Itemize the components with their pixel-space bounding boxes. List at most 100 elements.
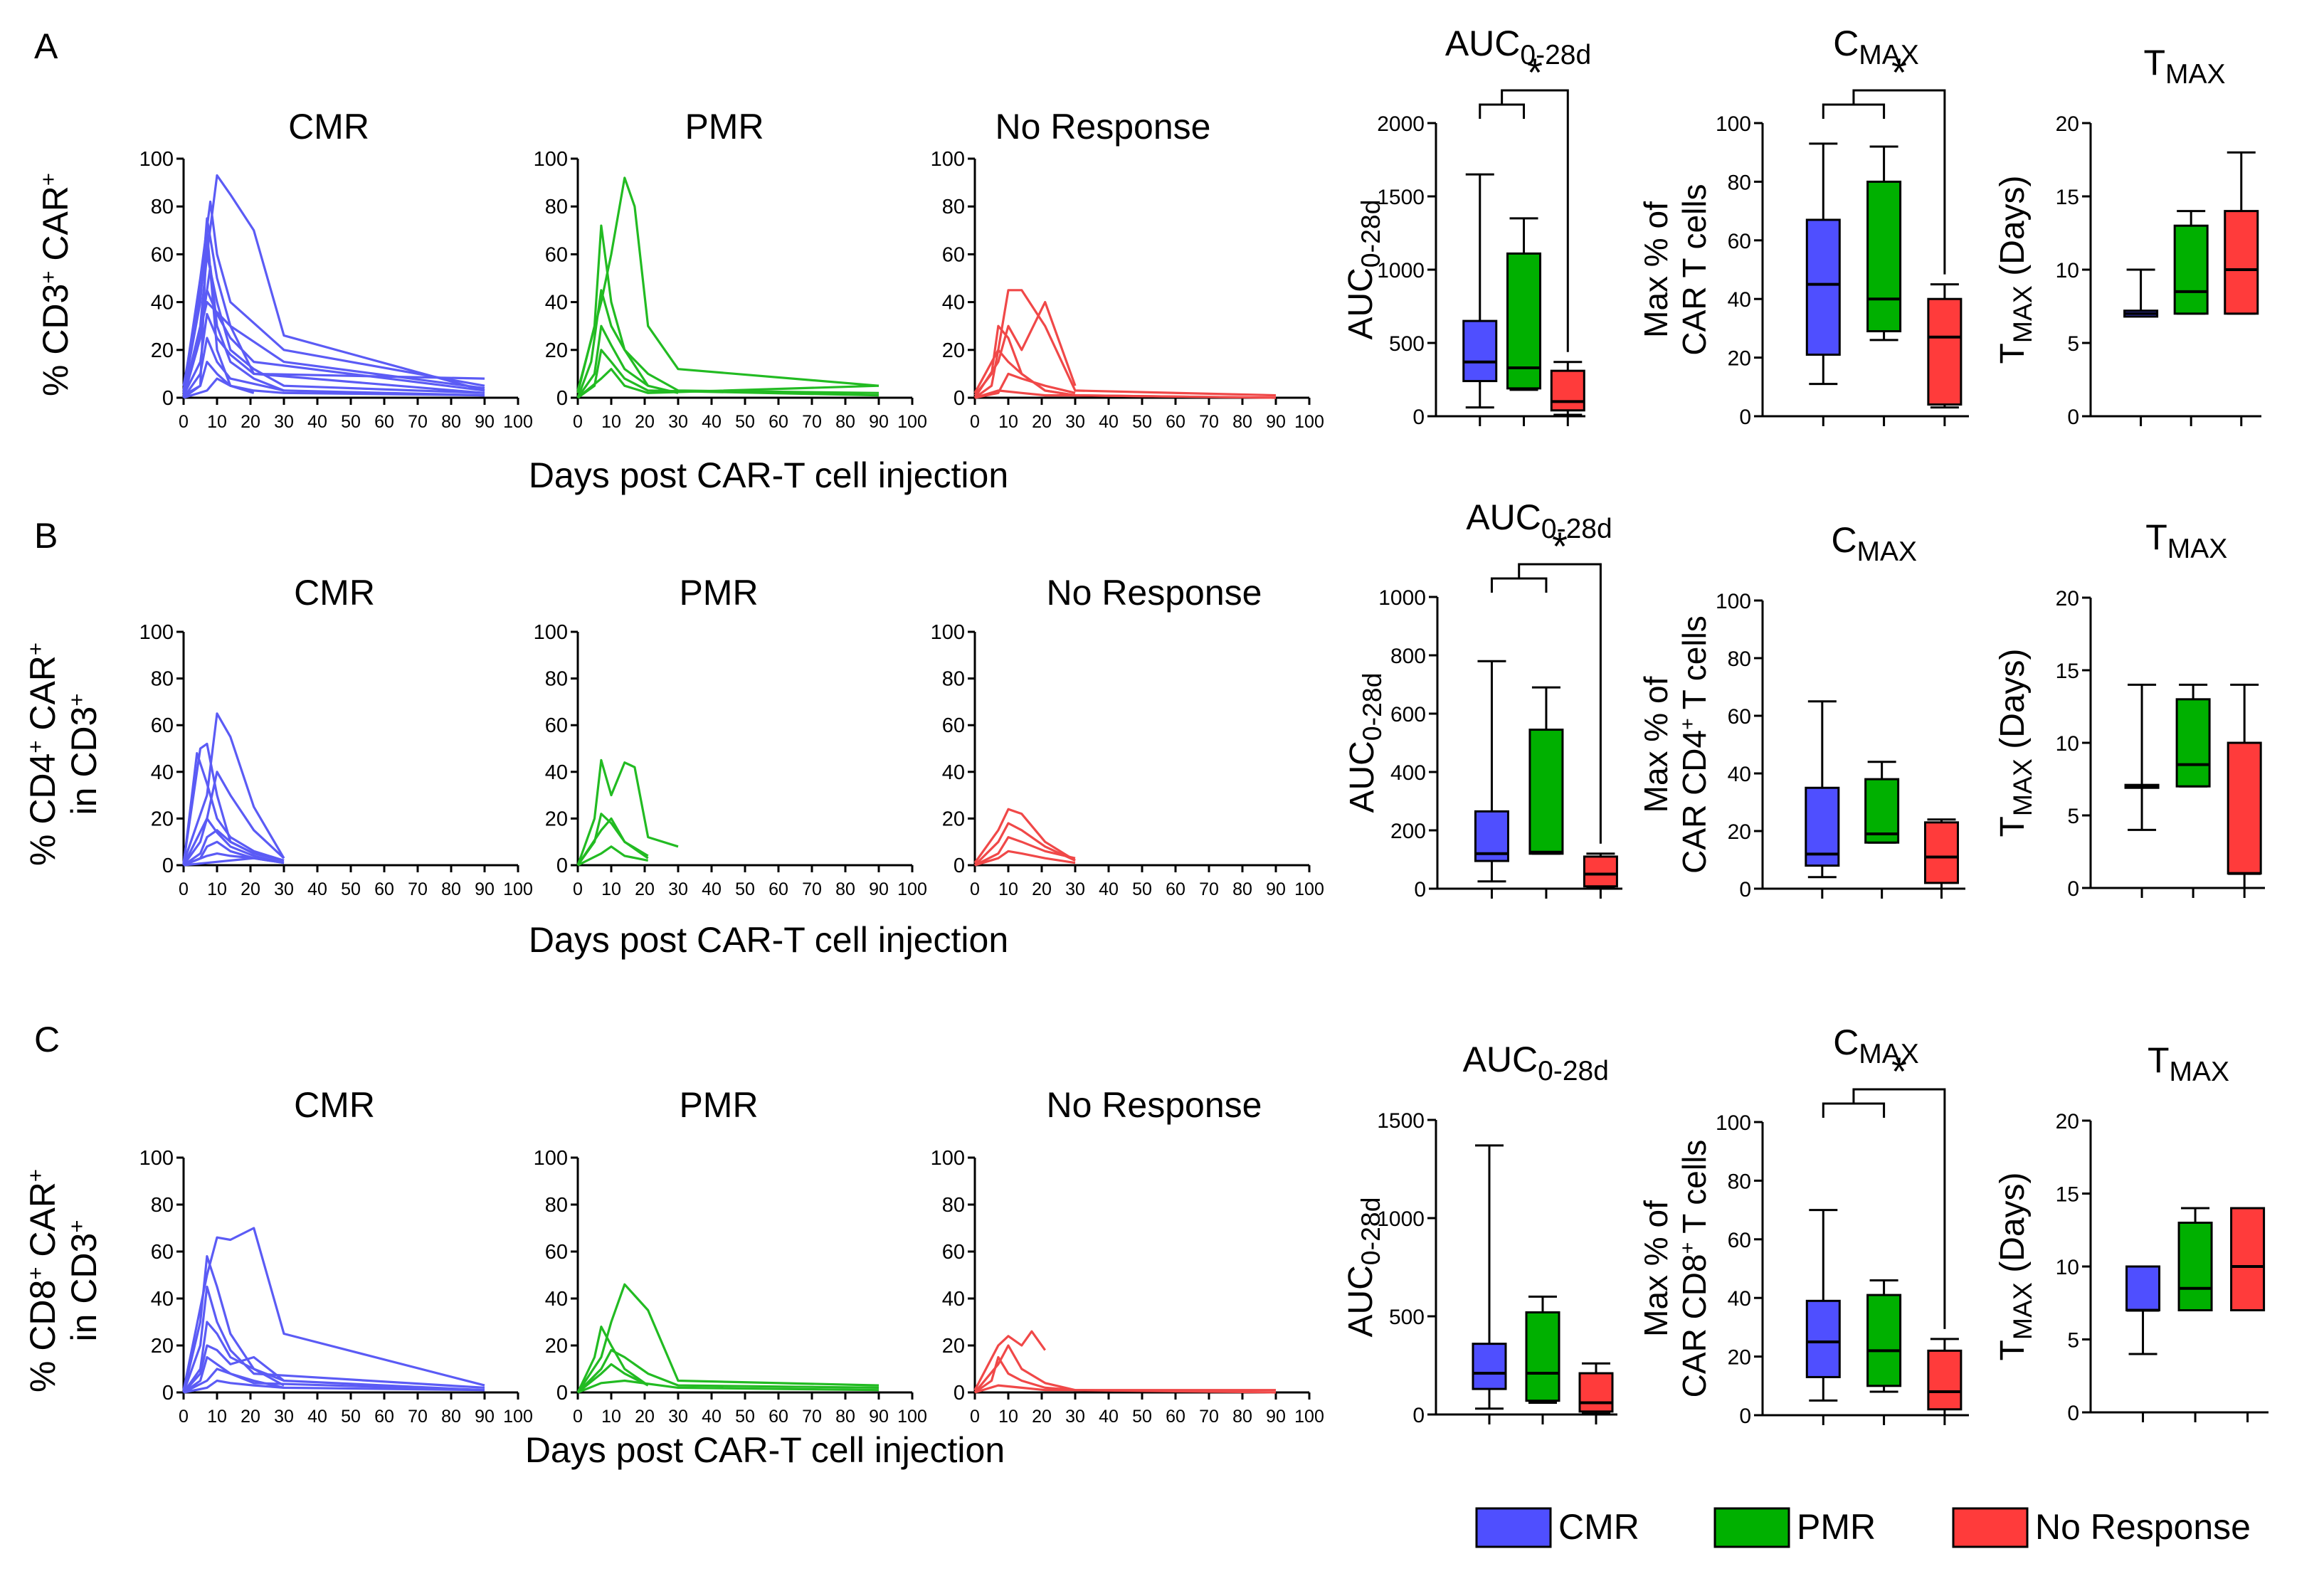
y-tick-label: 20 bbox=[545, 339, 568, 362]
y-tick-label: 20 bbox=[942, 1335, 965, 1358]
series-line-3 bbox=[576, 1363, 649, 1394]
series-line-2 bbox=[973, 301, 1077, 398]
y-tick-label: 20 bbox=[1728, 1346, 1751, 1370]
x-tick-label: 20 bbox=[241, 412, 260, 432]
chart-c-12: 0 20 40 60 80 100 0 10 20 30 40 50 60 70 80 90 100 % CD8+… bbox=[23, 1147, 533, 1427]
x-tick-label: 50 bbox=[735, 412, 755, 432]
x-tick-label: 40 bbox=[307, 412, 327, 432]
x-tick-label: 60 bbox=[374, 412, 394, 432]
y-tick-label: 10 bbox=[2056, 1256, 2079, 1279]
box-pmr bbox=[1864, 778, 1900, 844]
series-line-7 bbox=[183, 1379, 485, 1394]
series-line-5 bbox=[576, 368, 880, 399]
box-pmr bbox=[2175, 698, 2211, 788]
sig-bracket-right bbox=[1852, 89, 1946, 275]
box-pmr bbox=[1525, 1311, 1560, 1402]
series-line-0 bbox=[973, 808, 1076, 864]
series-line-10 bbox=[182, 301, 485, 398]
series-line-0 bbox=[973, 1330, 1047, 1391]
series-line-3 bbox=[974, 349, 1277, 399]
box-noresponse bbox=[1550, 369, 1585, 412]
y-axis-label: AUC0-28d bbox=[1343, 672, 1387, 813]
box-cmr bbox=[2125, 1265, 2161, 1311]
x-tick-label: 50 bbox=[341, 412, 361, 432]
x-tick-label: 70 bbox=[802, 1407, 822, 1427]
x-tick-label: 70 bbox=[408, 412, 428, 432]
y-tick-label: 20 bbox=[942, 339, 965, 362]
box-noresponse bbox=[1927, 1349, 1963, 1411]
box-noresponse bbox=[1923, 821, 1959, 884]
y-axis-label-line2: CAR CD8+ T cells bbox=[1676, 1140, 1713, 1398]
box-title: AUC0-28d bbox=[1466, 497, 1612, 544]
y-tick-label: 2000 bbox=[1377, 112, 1425, 136]
box-noresponse bbox=[2224, 210, 2259, 315]
y-tick-label: 100 bbox=[931, 148, 965, 171]
x-tick-label: 20 bbox=[635, 879, 655, 899]
y-tick-label: 40 bbox=[942, 1288, 965, 1311]
series-line-0 bbox=[576, 758, 679, 866]
x-tick-label: 10 bbox=[601, 879, 621, 899]
x-tick-label: 100 bbox=[1294, 879, 1324, 899]
y-tick-label: 40 bbox=[545, 761, 568, 784]
y-tick-label: 100 bbox=[534, 621, 568, 644]
x-tick-label: 50 bbox=[1132, 1407, 1152, 1427]
y-tick-label: 800 bbox=[1390, 645, 1426, 668]
y-tick-label: 40 bbox=[545, 1288, 568, 1311]
y-tick-label: 100 bbox=[1716, 590, 1751, 613]
sig-star: * bbox=[1891, 1049, 1907, 1094]
series-line-0 bbox=[576, 1283, 880, 1393]
title-pmr-b: PMR bbox=[679, 573, 758, 613]
series-line-1 bbox=[576, 224, 650, 393]
y-tick-label: 0 bbox=[1412, 1404, 1425, 1427]
y-tick-label: 0 bbox=[556, 387, 568, 410]
x-tick-label: 30 bbox=[668, 879, 688, 899]
x-tick-label: 0 bbox=[573, 1407, 583, 1427]
y-tick-label: 60 bbox=[942, 714, 965, 737]
y-axis-label-line2: in CD3+ bbox=[64, 694, 104, 815]
box-pmr bbox=[1506, 252, 1542, 390]
series-line-4 bbox=[182, 1344, 285, 1394]
chart-b-10: 0 20 40 60 80 100 CMAX Max % of CAR CD4+ T cells bbox=[1637, 520, 1965, 901]
y-tick-label: 5 bbox=[2067, 1329, 2079, 1353]
x-tick-label: 90 bbox=[869, 1407, 889, 1427]
series-line-1 bbox=[182, 200, 485, 391]
y-tick-label: 20 bbox=[2056, 587, 2079, 610]
x-tick-label: 50 bbox=[735, 1407, 755, 1427]
sig-bracket-right bbox=[1518, 563, 1602, 844]
y-axis-label-line2: CAR CD4+ T cells bbox=[1676, 615, 1713, 874]
sig-bracket-left bbox=[1822, 1102, 1886, 1118]
x-tick-label: 40 bbox=[1099, 1407, 1119, 1427]
y-tick-label: 1000 bbox=[1378, 586, 1426, 610]
y-tick-label: 60 bbox=[1728, 230, 1751, 253]
x-tick-label: 20 bbox=[635, 1407, 655, 1427]
panel-label-b: B bbox=[34, 516, 58, 556]
box-pmr bbox=[1528, 729, 1564, 855]
series-line-0 bbox=[576, 176, 880, 391]
x-tick-label: 60 bbox=[1166, 412, 1185, 432]
y-tick-label: 0 bbox=[2067, 406, 2079, 429]
x-tick-label: 100 bbox=[503, 412, 533, 432]
sig-star: * bbox=[1552, 524, 1568, 568]
y-tick-label: 600 bbox=[1390, 703, 1426, 726]
title-pmr-a: PMR bbox=[685, 107, 764, 147]
y-tick-label: 40 bbox=[151, 761, 174, 784]
x-tick-label: 90 bbox=[869, 412, 889, 432]
x-tick-label: 20 bbox=[241, 879, 260, 899]
y-axis-label-line2: in CD3+ bbox=[64, 1220, 104, 1342]
title-nr-b: No Response bbox=[1047, 573, 1262, 613]
x-tick-label: 20 bbox=[1032, 879, 1052, 899]
x-tick-label: 20 bbox=[635, 412, 655, 432]
y-tick-label: 100 bbox=[139, 148, 174, 171]
y-axis-label: TMAX (Days) bbox=[1994, 648, 2037, 837]
y-tick-label: 100 bbox=[534, 1147, 568, 1170]
x-tick-label: 100 bbox=[897, 412, 927, 432]
x-tick-label: 70 bbox=[408, 879, 428, 899]
series-line-2 bbox=[974, 835, 1076, 867]
y-tick-label: 400 bbox=[1390, 761, 1426, 785]
series-line-11 bbox=[183, 229, 232, 399]
x-tick-label: 80 bbox=[835, 1407, 855, 1427]
box-title: TMAX bbox=[2148, 1040, 2229, 1087]
x-tick-label: 50 bbox=[341, 1407, 361, 1427]
y-tick-label: 80 bbox=[545, 1194, 568, 1217]
series-line-3 bbox=[182, 1321, 485, 1393]
